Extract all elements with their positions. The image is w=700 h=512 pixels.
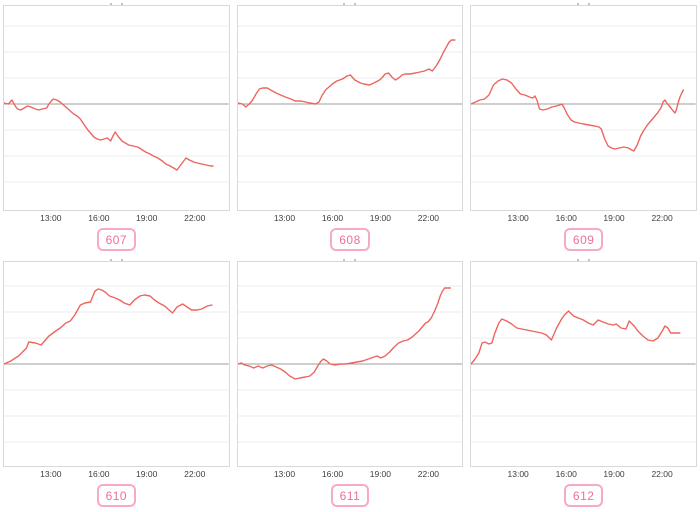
cropped-title-fragment	[470, 256, 697, 261]
x-tick-label: 16:00	[555, 469, 577, 479]
sparkline-plot-607[interactable]	[3, 5, 230, 211]
cropped-title-fragment	[3, 0, 230, 5]
series-line	[471, 78, 685, 152]
sparkline-plot-609[interactable]	[470, 5, 697, 211]
badge-row: 607	[3, 225, 230, 256]
series-line	[4, 98, 214, 171]
x-tick-label: 16:00	[321, 469, 344, 479]
sparkline-svg	[237, 25, 463, 183]
badge-row: 612	[470, 481, 697, 512]
chart-cell-609: 13:00 16:00 19:00 22:00 609	[470, 0, 697, 256]
x-tick-label: 19:00	[603, 213, 625, 223]
x-tick-label: 19:00	[136, 469, 158, 479]
x-tick-label: 16:00	[555, 213, 577, 223]
sparkline-svg	[4, 25, 229, 183]
series-line	[237, 39, 456, 108]
sparkline-svg	[4, 285, 229, 443]
x-tick-label: 19:00	[369, 469, 391, 479]
x-tick-label: 13:00	[40, 469, 62, 479]
x-tick-label: 13:00	[507, 469, 529, 479]
series-badge-608[interactable]: 608	[330, 228, 370, 251]
x-tick-label: 19:00	[603, 469, 625, 479]
x-tick-label: 13:00	[40, 213, 62, 223]
series-badge-609[interactable]: 609	[563, 228, 604, 251]
cropped-title-fragment	[237, 0, 464, 5]
badge-row: 608	[237, 225, 464, 256]
x-tick-label: 16:00	[321, 213, 344, 223]
x-tick-label: 19:00	[136, 213, 158, 223]
x-tick-label: 13:00	[273, 469, 296, 479]
series-line	[471, 310, 681, 365]
chart-cell-610: 13:00 16:00 19:00 22:00 610	[3, 256, 230, 512]
series-badge-612[interactable]: 612	[563, 484, 604, 507]
sparkline-plot-610[interactable]	[3, 261, 230, 467]
x-axis-labels: 13:00 16:00 19:00 22:00	[470, 211, 697, 225]
x-axis-labels: 13:00 16:00 19:00 22:00	[237, 467, 464, 481]
sparkline-plot-611[interactable]	[236, 261, 464, 467]
cropped-title-fragment	[3, 256, 230, 261]
x-axis-labels: 13:00 16:00 19:00 22:00	[3, 211, 230, 225]
x-tick-label: 22:00	[417, 213, 440, 223]
sparkline-svg	[471, 25, 696, 183]
x-tick-label: 16:00	[88, 469, 110, 479]
cropped-title-fragment	[237, 256, 464, 261]
badge-row: 611	[237, 481, 464, 512]
x-tick-label: 22:00	[651, 469, 673, 479]
x-tick-label: 13:00	[507, 213, 529, 223]
sparkline-svg	[237, 285, 463, 443]
badge-row: 610	[3, 481, 230, 512]
sparkline-plot-608[interactable]	[236, 5, 464, 211]
series-badge-607[interactable]: 607	[96, 228, 137, 251]
chart-cell-612: 13:00 16:00 19:00 22:00 612	[470, 256, 697, 512]
chart-cell-607: 13:00 16:00 19:00 22:00 607	[3, 0, 230, 256]
x-axis-labels: 13:00 16:00 19:00 22:00	[3, 467, 230, 481]
series-badge-611[interactable]: 611	[330, 484, 370, 507]
x-tick-label: 19:00	[369, 213, 391, 223]
badge-row: 609	[470, 225, 697, 256]
x-tick-label: 22:00	[417, 469, 440, 479]
x-axis-labels: 13:00 16:00 19:00 22:00	[470, 467, 697, 481]
series-line	[4, 288, 213, 365]
sparkline-plot-612[interactable]	[470, 261, 697, 467]
chart-cell-608: 13:00 16:00 19:00 22:00 608	[236, 0, 464, 256]
x-tick-label: 13:00	[273, 213, 296, 223]
cropped-title-fragment	[470, 0, 697, 5]
chart-cell-611: 13:00 16:00 19:00 22:00 611	[236, 256, 464, 512]
x-tick-label: 22:00	[184, 213, 206, 223]
x-tick-label: 22:00	[651, 213, 673, 223]
x-tick-label: 16:00	[88, 213, 110, 223]
x-axis-labels: 13:00 16:00 19:00 22:00	[237, 211, 464, 225]
series-line	[237, 287, 451, 380]
series-badge-610[interactable]: 610	[96, 484, 137, 507]
sparkline-svg	[471, 285, 696, 443]
x-tick-label: 22:00	[184, 469, 206, 479]
